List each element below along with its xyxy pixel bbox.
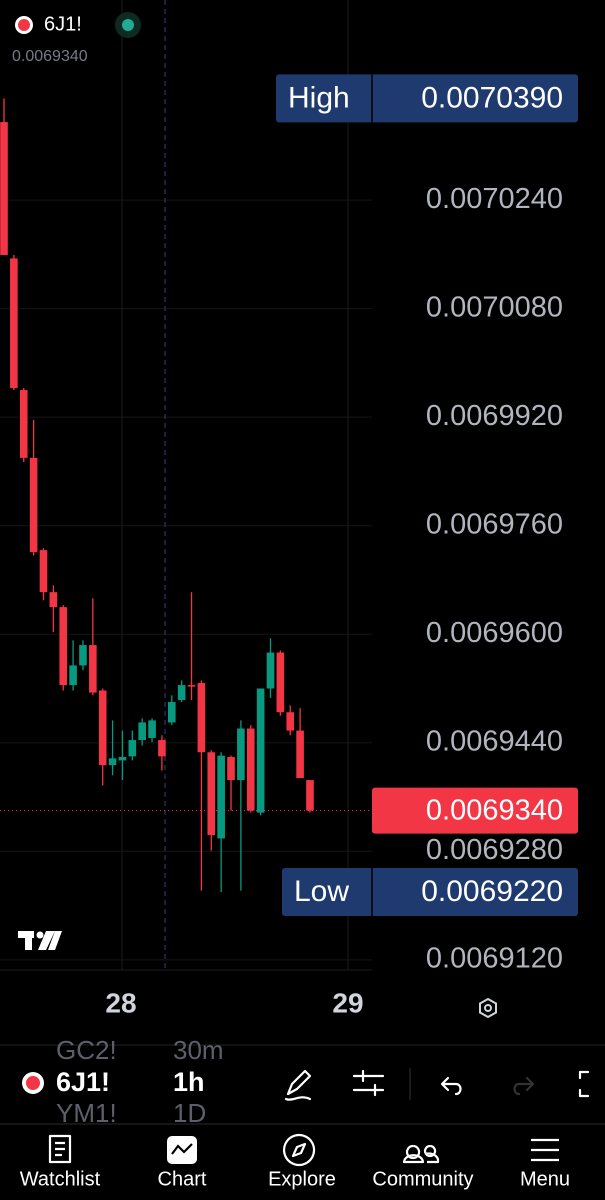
candles <box>0 98 372 892</box>
y-tick-label: 0.0069760 <box>426 508 563 540</box>
market-status <box>122 19 134 31</box>
fullscreen-button[interactable] <box>578 1070 590 1098</box>
candle-body <box>59 607 68 686</box>
y-tick-label: 0.0069600 <box>426 617 563 649</box>
candle-body <box>266 652 275 689</box>
explore-icon <box>283 1133 316 1167</box>
candle-body <box>19 390 28 458</box>
settings-button[interactable] <box>479 997 497 1019</box>
candle-body <box>246 728 255 811</box>
badge-value: 0.0070390 <box>421 81 563 114</box>
candle-body <box>79 645 87 666</box>
last-price-badge <box>372 787 578 834</box>
candle-body <box>49 592 58 608</box>
candle-body <box>118 757 127 761</box>
undo-button[interactable] <box>440 1076 462 1096</box>
y-tick-label: 0.0070240 <box>426 183 563 215</box>
high-badge <box>276 74 578 123</box>
candle-body <box>98 690 107 766</box>
candle-body <box>167 702 176 723</box>
candle-body <box>217 755 225 839</box>
candle-body <box>187 685 196 687</box>
watchlist-icon <box>48 1134 72 1164</box>
redo-button[interactable] <box>513 1076 535 1096</box>
candle-body <box>89 645 97 693</box>
badge-value: 0.0069220 <box>421 875 563 908</box>
symbol[interactable]: 6J1! <box>44 13 82 35</box>
candle-body <box>197 683 206 753</box>
symbol-icon <box>26 1076 40 1090</box>
candle-body <box>227 757 235 781</box>
candle-body <box>39 550 48 593</box>
candle-body <box>276 652 285 713</box>
x-tick-label: 29 <box>332 987 363 1018</box>
nav-item[interactable]: Explore <box>268 1168 336 1190</box>
candle-body <box>296 730 304 779</box>
candle-body <box>158 740 166 757</box>
toolbar-interval[interactable]: 1h <box>173 1067 205 1097</box>
symbol-icon <box>18 19 30 31</box>
y-tick-label: 0.0069920 <box>426 400 563 432</box>
candle-body <box>177 685 186 701</box>
candle-body <box>10 258 18 388</box>
badge-name: Low <box>294 875 349 908</box>
header-price: 0.0069340 <box>12 48 88 65</box>
settings-button <box>484 1004 492 1012</box>
draw-button[interactable] <box>284 1069 312 1101</box>
community-icon <box>402 1144 440 1164</box>
chart-icon <box>171 1143 193 1155</box>
y-tick-label: 0.0069120 <box>426 942 563 974</box>
y-tick-label: 0.0069280 <box>426 834 563 866</box>
last-price-label: 0.0069340 <box>426 794 563 826</box>
picker-ghost: 30m <box>173 1035 224 1065</box>
candle-body <box>128 740 137 757</box>
candle-body <box>148 720 156 739</box>
toolbar-symbol[interactable]: 6J1! <box>56 1067 110 1097</box>
nav-item[interactable]: Community <box>372 1168 473 1190</box>
nav-item[interactable]: Menu <box>520 1168 570 1190</box>
indicators-button[interactable] <box>352 1069 385 1097</box>
nav-item[interactable]: Chart <box>158 1168 207 1190</box>
candle-body <box>286 712 295 731</box>
candle-body <box>29 457 38 553</box>
low-badge <box>282 867 578 916</box>
candle-body <box>207 752 216 836</box>
price-axis: 0.0070240 0.0070080 0.0069920 0.0069760 0.00… <box>276 74 578 974</box>
y-tick-label: 0.0070080 <box>426 291 563 323</box>
tv-logo <box>18 931 62 950</box>
candle-body <box>306 780 314 811</box>
candle-body <box>256 688 265 813</box>
badge-name: High <box>288 81 350 114</box>
menu-icon <box>531 1138 559 1162</box>
picker-ghost: GC2! <box>56 1035 117 1065</box>
x-tick-label: 28 <box>105 987 136 1018</box>
y-tick-label: 0.0069440 <box>426 725 563 757</box>
candle-body <box>108 758 117 766</box>
candle-body <box>138 722 146 741</box>
candle-body <box>69 665 77 686</box>
candle-body <box>237 728 245 781</box>
nav-item[interactable]: Watchlist <box>20 1168 101 1190</box>
candle-body <box>0 122 8 256</box>
